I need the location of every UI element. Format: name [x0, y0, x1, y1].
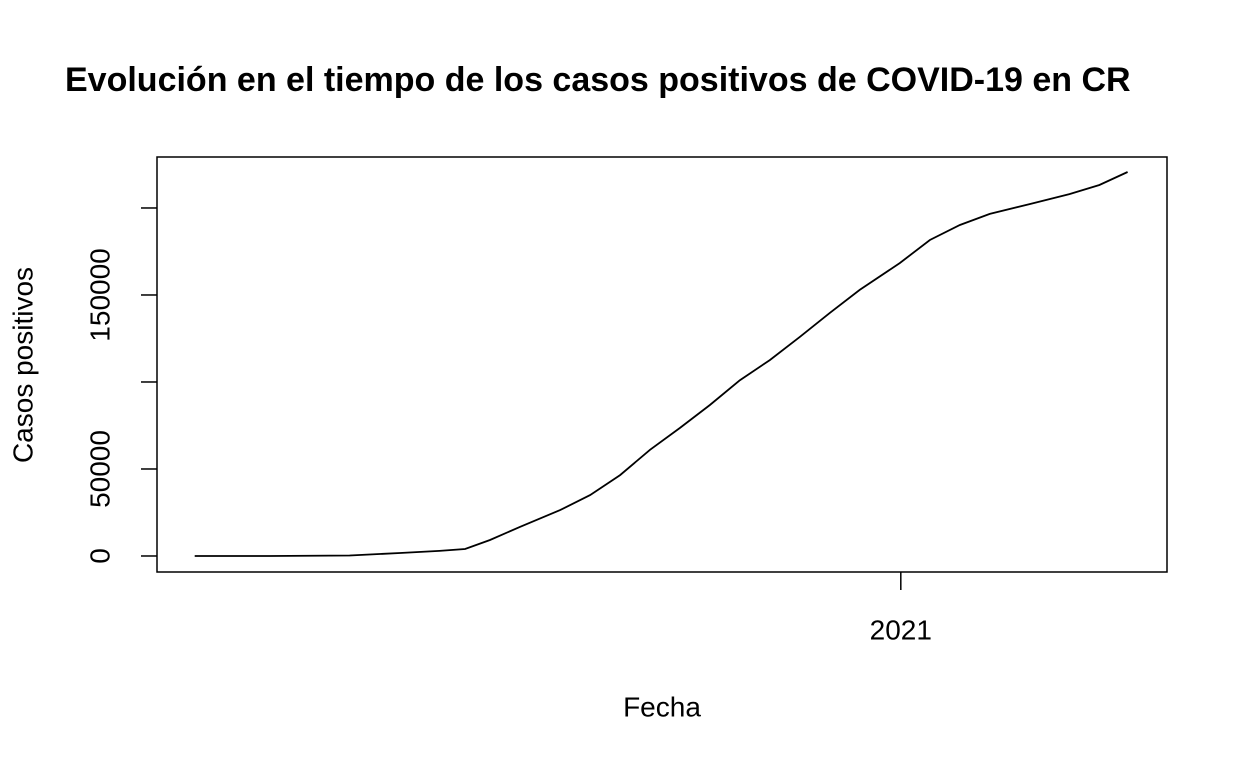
y-tick-label: 50000 — [84, 430, 115, 508]
y-tick-label: 150000 — [84, 248, 115, 341]
y-axis-label: Casos positivos — [7, 267, 38, 463]
data-line — [194, 171, 1128, 557]
plot-frame — [156, 156, 1168, 573]
x-tick-label: 2021 — [870, 614, 932, 645]
x-axis-label: Fecha — [623, 691, 701, 722]
chart-title: Evolución en el tiempo de los casos posi… — [65, 61, 1131, 99]
y-tick-label: 0 — [84, 548, 115, 564]
